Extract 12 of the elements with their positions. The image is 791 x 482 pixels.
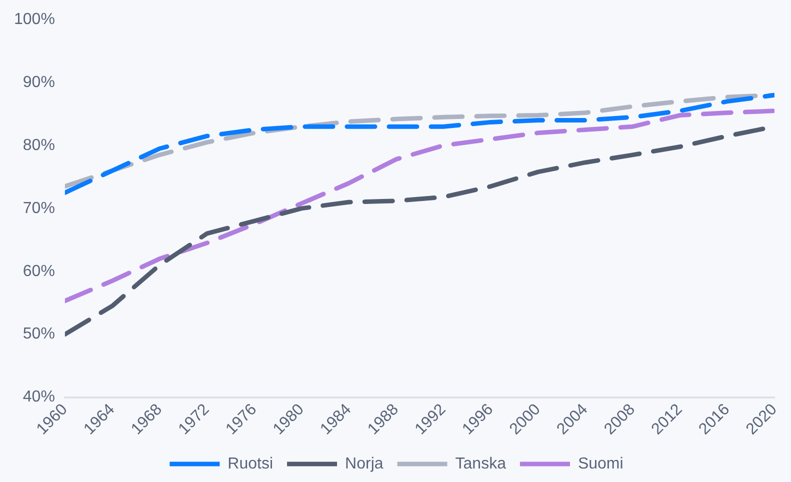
y-tick-label: 60% [22,262,55,280]
legend-label: Suomi [578,455,624,472]
y-tick-label: 50% [22,326,55,343]
y-tick-label: 90% [22,74,55,91]
legend-label: Ruotsi [228,455,274,472]
y-tick-label: 100% [14,11,55,28]
legend-label: Tanska [455,455,506,472]
y-tick-label: 70% [22,200,55,217]
legend-label: Norja [345,455,384,472]
y-tick-label: 40% [22,388,55,406]
line-series [64,108,774,304]
y-tick-label: 80% [22,136,55,154]
